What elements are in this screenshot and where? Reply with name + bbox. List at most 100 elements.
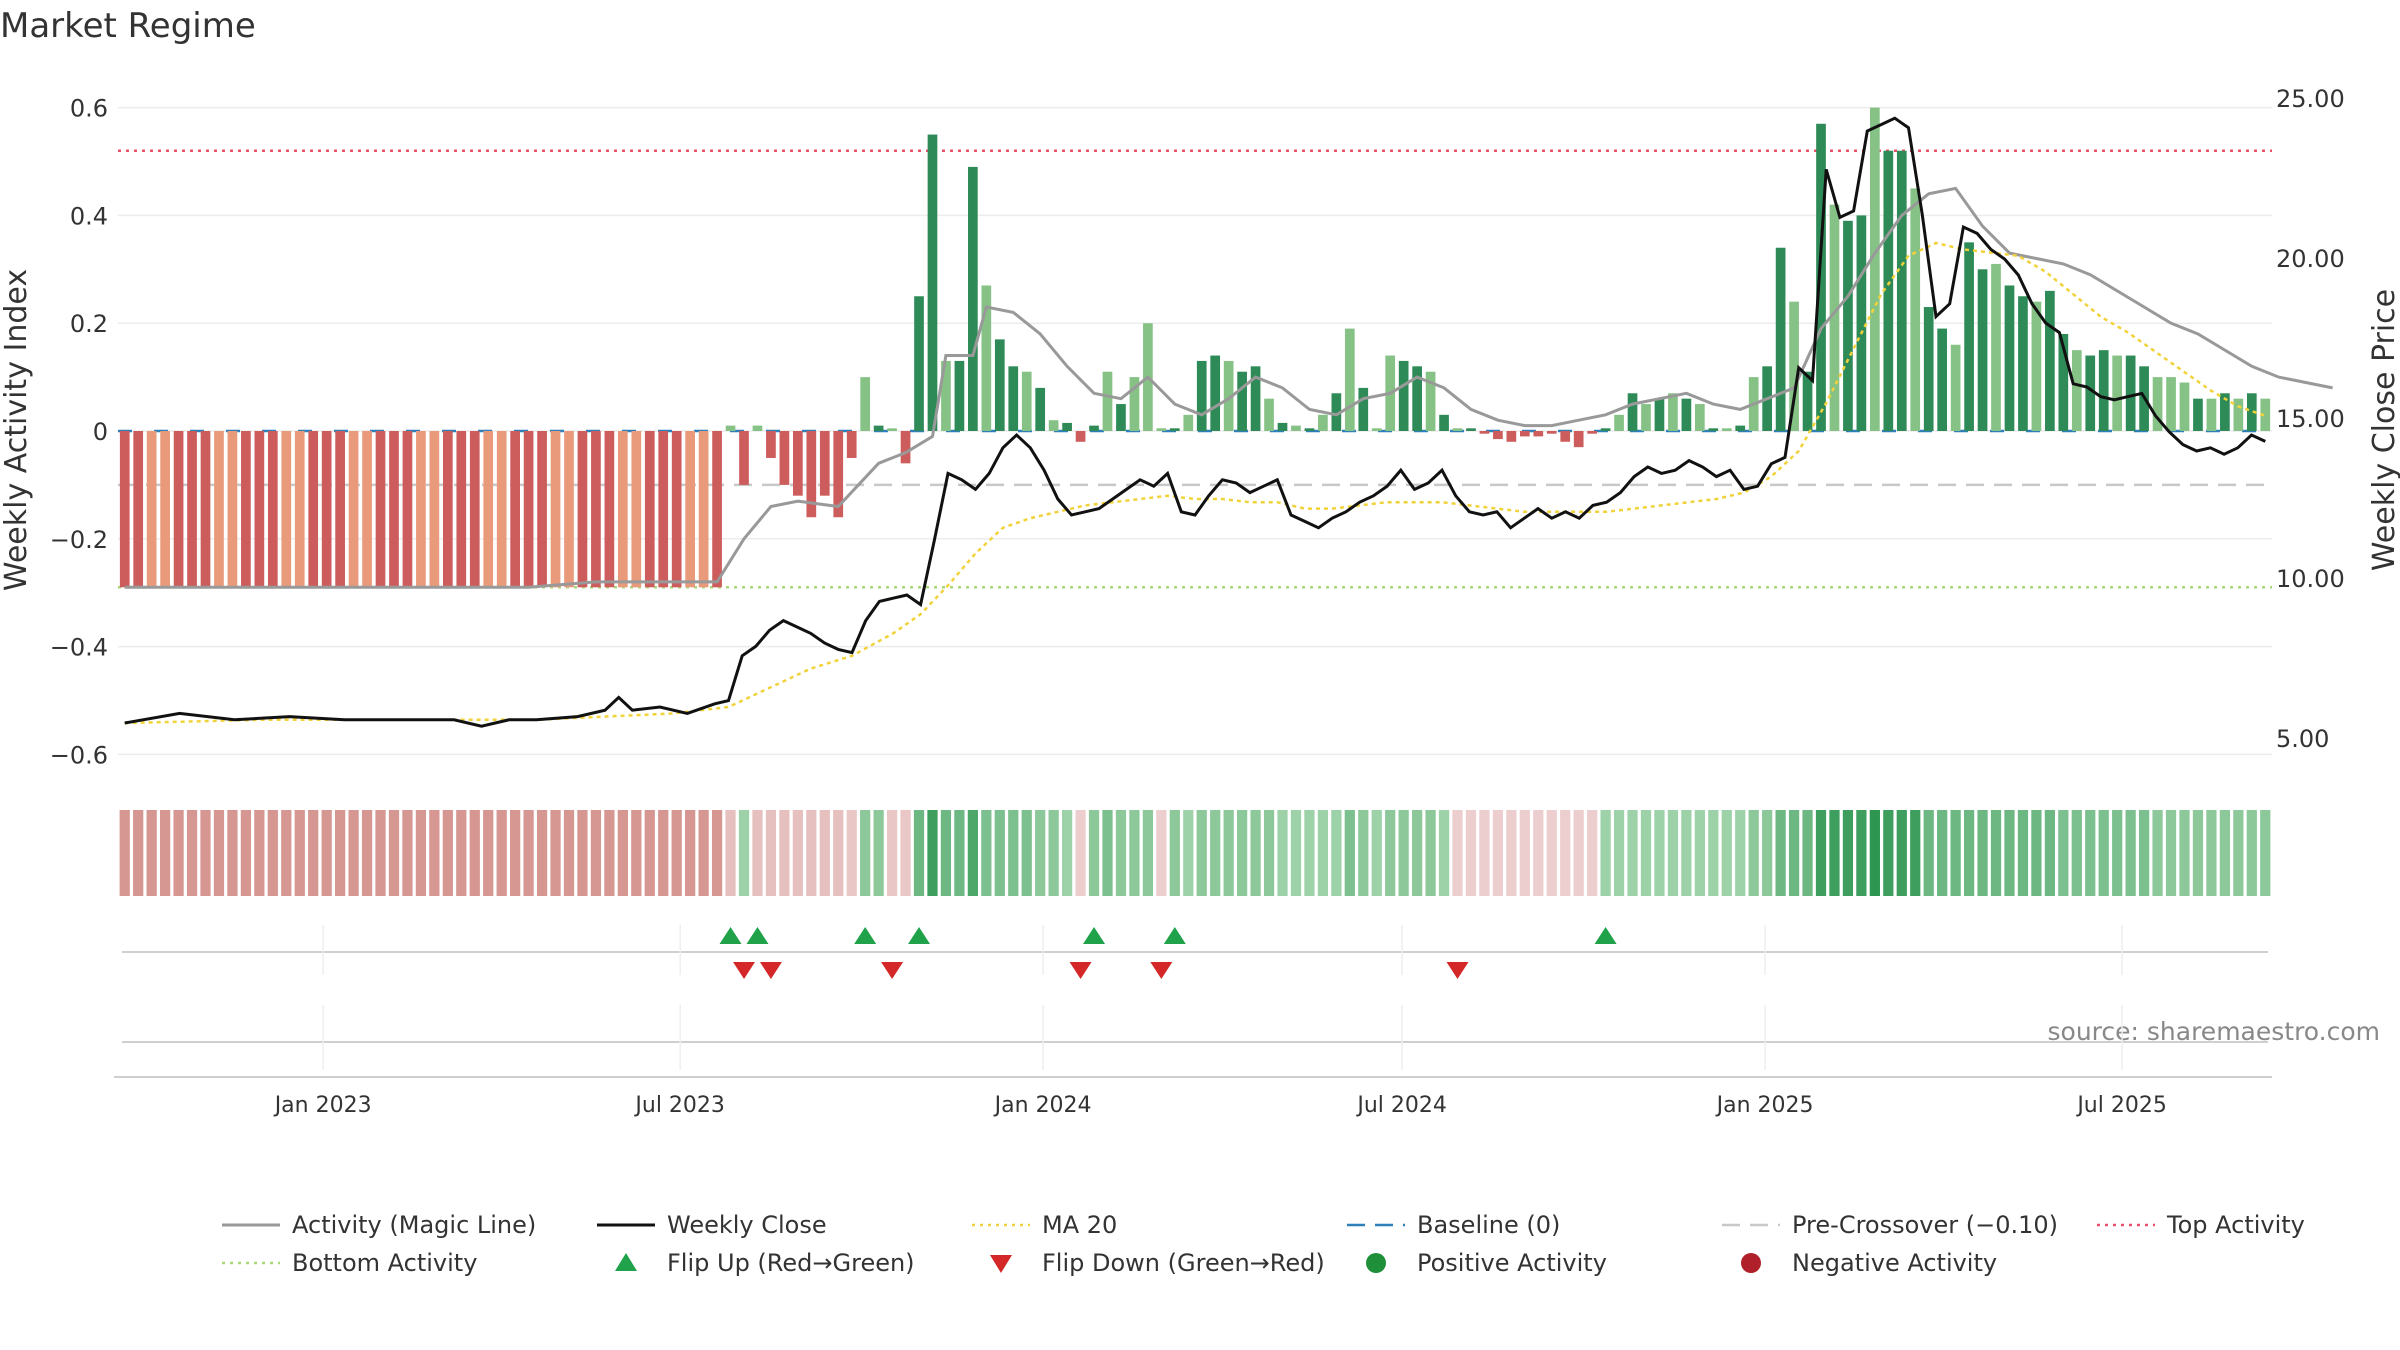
regime-cell <box>1560 810 1571 896</box>
activity-bar <box>1344 328 1355 431</box>
regime-cell <box>388 810 400 896</box>
activity-bar <box>1277 422 1288 431</box>
activity-bar <box>2031 301 2042 431</box>
legend-item: Baseline (0) <box>1347 1211 1560 1239</box>
activity-bar <box>1169 428 1180 431</box>
activity-bar <box>617 431 628 588</box>
left-tick-label: 0.4 <box>70 202 108 230</box>
regime-cell <box>1923 810 1934 896</box>
flip-down-marker <box>1150 962 1173 979</box>
activity-bar <box>1708 428 1719 431</box>
regime-cell <box>658 810 669 896</box>
regime-cell <box>510 810 521 896</box>
legend-item: Flip Down (Green→Red) <box>990 1249 1325 1277</box>
activity-bar <box>1654 398 1665 431</box>
activity-bar <box>900 431 911 464</box>
regime-cell <box>2233 810 2244 896</box>
activity-bar <box>1560 431 1571 442</box>
activity-bar <box>1816 123 1826 432</box>
activity-bar <box>577 431 588 588</box>
activity-bar <box>321 431 332 588</box>
activity-bar <box>644 431 655 588</box>
activity-bar <box>1896 150 1907 431</box>
regime-cell <box>1237 810 1248 896</box>
regime-cell <box>1600 810 1611 896</box>
activity-bar <box>941 360 951 431</box>
regime-cell <box>752 810 763 896</box>
left-tick-label: −0.4 <box>50 634 108 662</box>
legend-item: Flip Up (Red→Green) <box>615 1249 915 1277</box>
x-tick-label: Jul 2025 <box>2075 1093 2167 1118</box>
activity-bar <box>1573 431 1584 448</box>
regime-cell <box>1223 810 1234 896</box>
activity-bar <box>2179 382 2190 431</box>
activity-bar <box>846 431 857 458</box>
activity-bar <box>2246 393 2257 431</box>
activity-bar <box>2071 350 2082 431</box>
activity-bar <box>2220 393 2230 431</box>
regime-cell <box>1048 810 1059 896</box>
regime-cell <box>1815 810 1827 896</box>
activity-bar <box>819 431 830 496</box>
activity-bar <box>793 431 803 496</box>
activity-bar <box>267 431 278 588</box>
activity-bar <box>1439 414 1449 431</box>
activity-bar <box>1546 431 1557 434</box>
regime-cell <box>900 810 911 896</box>
regime-cell <box>2219 810 2230 896</box>
activity-bar <box>1021 371 1032 431</box>
activity-bar <box>2018 296 2028 431</box>
regime-cell <box>738 810 750 896</box>
activity-bar <box>227 431 238 588</box>
regime-cell <box>523 810 534 896</box>
activity-bar <box>968 166 978 431</box>
flip-up-marker <box>854 927 877 944</box>
legend-item: Top Activity <box>2097 1211 2305 1239</box>
activity-bar <box>1116 404 1126 431</box>
flip-down-marker <box>1069 962 1092 979</box>
legend-label: Pre-Crossover (−0.10) <box>1792 1211 2058 1239</box>
activity-bar <box>308 431 319 588</box>
regime-cell <box>2004 810 2015 896</box>
activity-bar <box>873 425 884 431</box>
activity-bar <box>362 431 372 588</box>
activity-bar <box>1991 263 2001 431</box>
regime-cell <box>590 810 602 896</box>
activity-bar <box>1883 150 1894 431</box>
activity-bar <box>1412 366 1422 431</box>
series-lines <box>124 116 2333 728</box>
activity-bar <box>1237 371 1247 431</box>
activity-bar <box>1802 371 1813 431</box>
activity-bar <box>564 431 574 588</box>
regime-cell <box>1196 810 1207 896</box>
activity-bar <box>2193 398 2203 431</box>
activity-bar <box>241 431 251 588</box>
activity-bar <box>779 431 790 485</box>
activity-bar <box>294 431 305 588</box>
legend-item: Activity (Magic Line) <box>222 1211 536 1239</box>
activity-bar <box>1923 307 1934 431</box>
activity-bar <box>860 377 871 431</box>
left-tick-label: −0.6 <box>50 741 108 769</box>
legend-label: Top Activity <box>2166 1211 2305 1239</box>
regime-cell <box>1694 810 1705 896</box>
activity-bar <box>119 431 130 588</box>
regime-cell <box>913 810 925 896</box>
regime-cell <box>1142 810 1153 896</box>
activity-bar <box>1721 428 1732 431</box>
activity-bar <box>1304 428 1315 431</box>
activity-bar <box>173 431 184 588</box>
regime-cell <box>1331 810 1342 896</box>
activity-bar <box>1950 344 1961 431</box>
right-axis-ticks: 25.00 20.00 15.00 10.00 5.00 <box>2276 85 2345 753</box>
regime-cell <box>1371 810 1382 896</box>
activity-bar <box>2166 377 2176 431</box>
legend-label: Weekly Close <box>667 1211 827 1239</box>
regime-cell <box>1008 810 1019 896</box>
regime-cell <box>1654 810 1665 896</box>
activity-bar <box>2098 350 2109 431</box>
flip-down-marker <box>759 962 782 979</box>
x-tick-label: Jul 2024 <box>1355 1093 1447 1118</box>
activity-bar <box>725 425 736 431</box>
legend-dot-icon <box>1741 1253 1761 1273</box>
